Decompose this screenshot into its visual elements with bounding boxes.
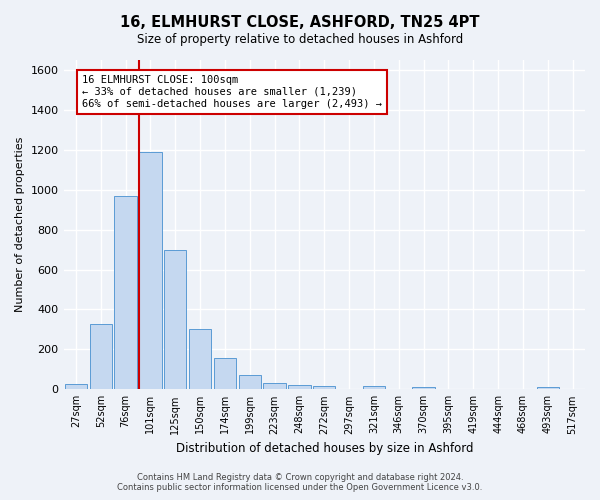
X-axis label: Distribution of detached houses by size in Ashford: Distribution of detached houses by size …: [176, 442, 473, 455]
Bar: [89, 324, 112, 390]
Bar: [263, 384, 286, 390]
Text: 16, ELMHURST CLOSE, ASHFORD, TN25 4PT: 16, ELMHURST CLOSE, ASHFORD, TN25 4PT: [120, 15, 480, 30]
Bar: [189, 330, 211, 390]
Text: 16 ELMHURST CLOSE: 100sqm
← 33% of detached houses are smaller (1,239)
66% of se: 16 ELMHURST CLOSE: 100sqm ← 33% of detac…: [82, 76, 382, 108]
Bar: [412, 387, 435, 390]
Bar: [536, 386, 559, 390]
Bar: [214, 358, 236, 390]
Bar: [363, 386, 385, 390]
Bar: [288, 386, 311, 390]
Bar: [115, 196, 137, 390]
Bar: [65, 384, 87, 390]
Bar: [164, 250, 187, 390]
Bar: [139, 152, 161, 390]
Y-axis label: Number of detached properties: Number of detached properties: [15, 137, 25, 312]
Text: Contains HM Land Registry data © Crown copyright and database right 2024.
Contai: Contains HM Land Registry data © Crown c…: [118, 473, 482, 492]
Bar: [313, 386, 335, 390]
Bar: [239, 376, 261, 390]
Text: Size of property relative to detached houses in Ashford: Size of property relative to detached ho…: [137, 32, 463, 46]
